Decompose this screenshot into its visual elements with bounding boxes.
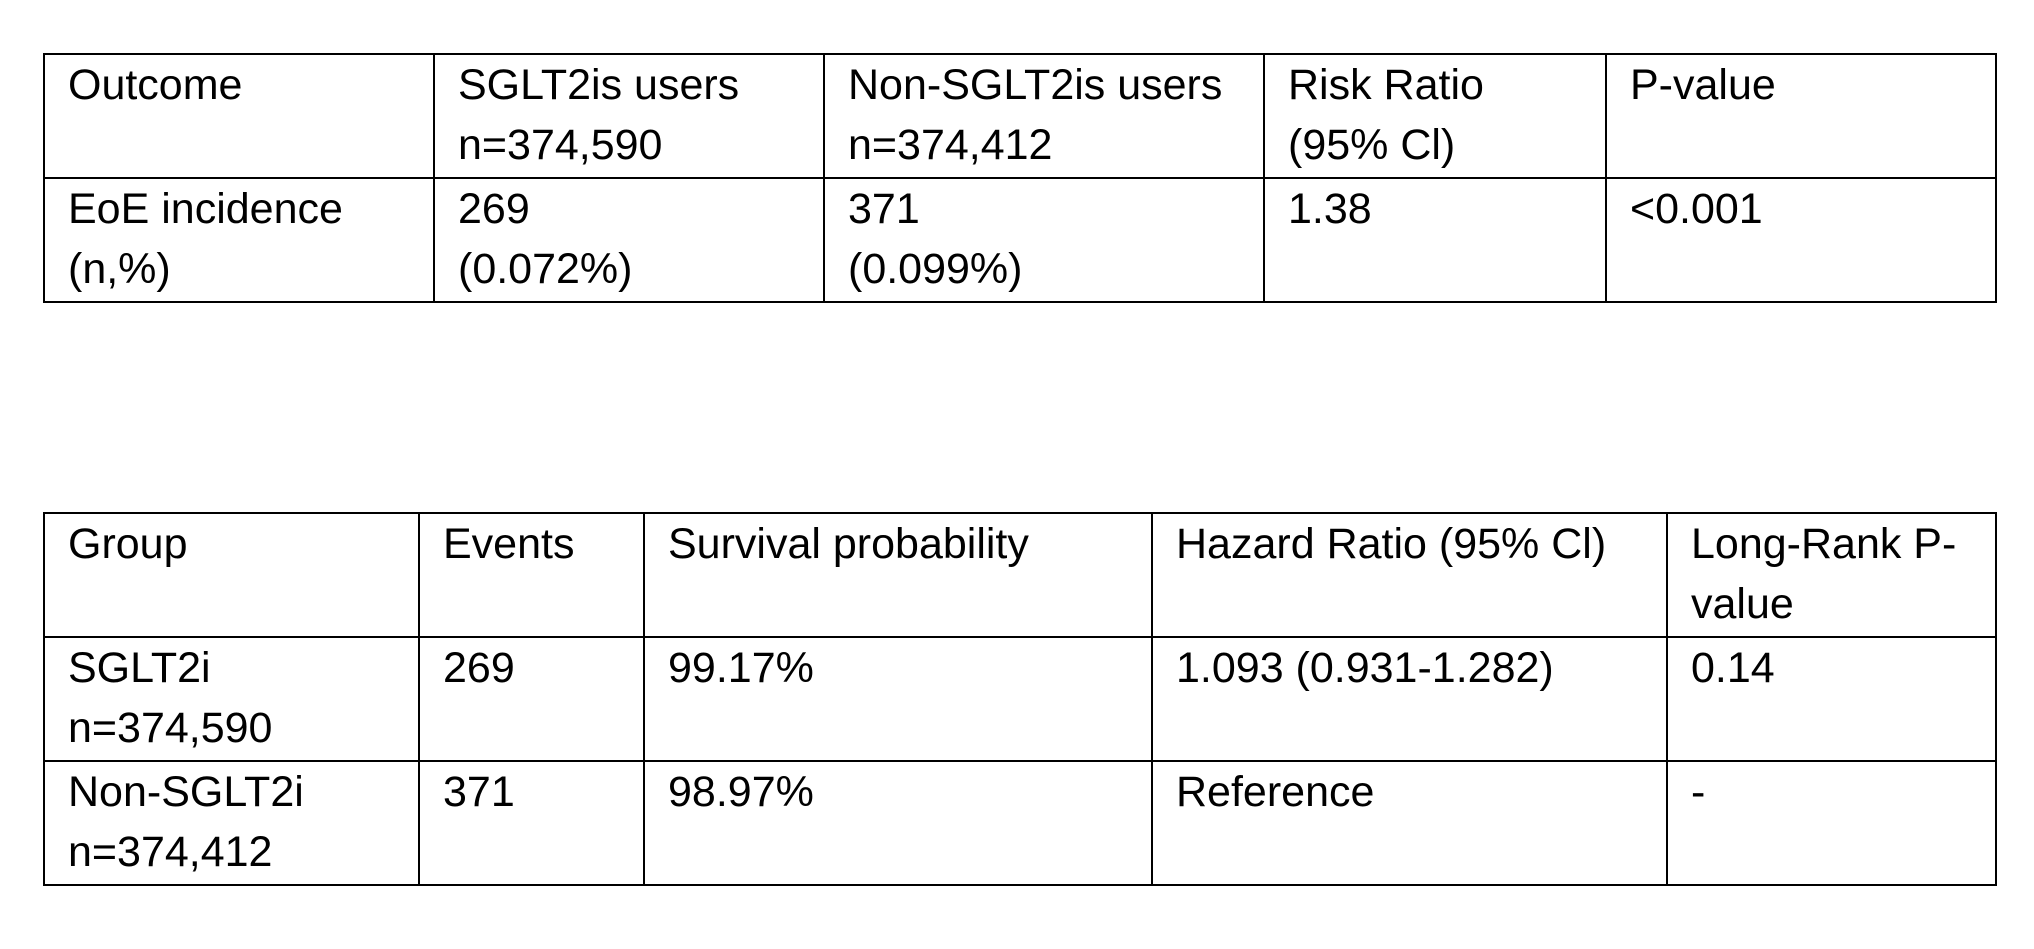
header-cell-risk-ratio: Risk Ratio (95% Cl) <box>1263 53 1607 179</box>
cell-group: SGLT2i n=374,590 <box>43 636 420 762</box>
table-header-row: Group Events Survival probability Hazard… <box>43 512 1997 638</box>
header-cell-non-sglt2is-users: Non-SGLT2is users n=374,412 <box>823 53 1265 179</box>
survival-table: Group Events Survival probability Hazard… <box>43 512 1997 886</box>
cell-p-value: <0.001 <box>1605 177 1997 303</box>
cell-events: 269 <box>418 636 645 762</box>
header-cell-survival-probability: Survival probability <box>643 512 1153 638</box>
cell-hazard-ratio: Reference <box>1151 760 1668 886</box>
cell-events: 371 <box>418 760 645 886</box>
cell-hazard-ratio: 1.093 (0.931-1.282) <box>1151 636 1668 762</box>
header-cell-outcome: Outcome <box>43 53 435 179</box>
risk-ratio-table: Outcome SGLT2is users n=374,590 Non-SGLT2… <box>43 53 1997 303</box>
header-cell-group: Group <box>43 512 420 638</box>
cell-risk-ratio: 1.38 <box>1263 177 1607 303</box>
table-row: SGLT2i n=374,590 269 99.17% 1.093 (0.931-… <box>43 636 1997 762</box>
table-row: EoE incidence (n,%) 269 (0.072%) 371 (0.099… <box>43 177 1997 303</box>
header-cell-events: Events <box>418 512 645 638</box>
cell-long-rank-p-value: 0.14 <box>1666 636 1997 762</box>
cell-sglt2is-users: 269 (0.072%) <box>433 177 825 303</box>
cell-outcome: EoE incidence (n,%) <box>43 177 435 303</box>
table-header-row: Outcome SGLT2is users n=374,590 Non-SGLT2… <box>43 53 1997 179</box>
cell-long-rank-p-value: - <box>1666 760 1997 886</box>
header-cell-hazard-ratio: Hazard Ratio (95% Cl) <box>1151 512 1668 638</box>
cell-survival-probability: 98.97% <box>643 760 1153 886</box>
header-cell-long-rank-p-value: Long-Rank P-value <box>1666 512 1997 638</box>
table-row: Non-SGLT2i n=374,412 371 98.97% Reference… <box>43 760 1997 886</box>
header-cell-sglt2is-users: SGLT2is users n=374,590 <box>433 53 825 179</box>
cell-survival-probability: 99.17% <box>643 636 1153 762</box>
cell-non-sglt2is-users: 371 (0.099%) <box>823 177 1265 303</box>
header-cell-p-value: P-value <box>1605 53 1997 179</box>
cell-group: Non-SGLT2i n=374,412 <box>43 760 420 886</box>
